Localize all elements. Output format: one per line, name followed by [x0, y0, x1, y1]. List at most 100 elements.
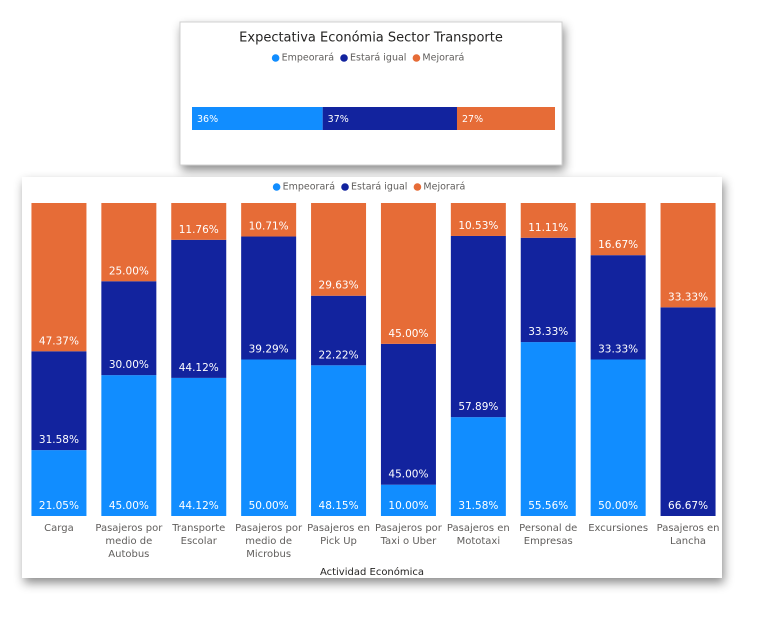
data-label: 47.37% — [39, 335, 79, 347]
x-tick-label: Pasajeros en Pick Up — [307, 523, 370, 547]
data-label: 39.29% — [249, 344, 289, 356]
bar-segment — [450, 417, 506, 516]
data-label: 50.00% — [249, 500, 289, 512]
chart-title: Expectativa Económia Sector Transporte — [239, 31, 503, 46]
data-label: 11.11% — [528, 222, 568, 234]
data-label: 37% — [328, 114, 349, 125]
data-label: 33.33% — [598, 344, 638, 356]
legend-marker — [272, 183, 281, 191]
legend-marker — [341, 183, 349, 191]
bar-segment — [31, 450, 87, 516]
top-card — [179, 21, 563, 166]
x-tick-label: Pasajeros por medio de Autobus — [95, 523, 163, 560]
x-tick-label: Pasajeros en Lancha — [656, 523, 720, 547]
bar-segment — [101, 203, 157, 282]
x-tick-label: Pasajeros por Taxi o Uber — [374, 523, 442, 547]
legend-label: Estará igual — [350, 53, 406, 64]
x-tick-label-box: Pasajeros en Lancha — [656, 523, 720, 547]
bar-segment — [311, 295, 367, 366]
legend-label: Estará igual — [351, 182, 407, 193]
data-label: 55.56% — [528, 500, 568, 512]
data-label: 21.05% — [39, 500, 79, 512]
x-tick-label: Carga — [44, 523, 74, 534]
bar-segment — [450, 235, 506, 418]
data-label: 16.67% — [598, 239, 638, 251]
bar-segment — [520, 342, 576, 516]
data-label: 27% — [462, 114, 483, 125]
legend-label: Empeorará — [282, 53, 334, 64]
bar-segment — [101, 281, 157, 376]
data-label: 22.22% — [319, 349, 359, 361]
data-label: 44.12% — [179, 362, 219, 374]
data-label: 25.00% — [109, 265, 149, 277]
data-label: 10.00% — [388, 500, 428, 512]
x-tick-label-box: Personal de Empresas — [519, 523, 578, 547]
bar-segment — [520, 237, 576, 343]
data-label: 44.12% — [179, 500, 219, 512]
x-tick-label-box: Pasajeros en Mototaxi — [446, 523, 510, 547]
x-tick-label: Excursiones — [588, 523, 649, 534]
legend-label: Mejorará — [423, 182, 465, 193]
data-label: 33.33% — [668, 291, 708, 303]
bar-segment — [520, 203, 576, 238]
data-label: 66.67% — [668, 500, 708, 512]
data-label: 10.71% — [249, 221, 289, 233]
bar-segment — [380, 343, 436, 485]
bar-segment — [241, 203, 297, 237]
x-tick-label: Personal de Empresas — [519, 523, 578, 547]
data-label: 50.00% — [598, 500, 638, 512]
data-label: 33.33% — [528, 326, 568, 338]
x-tick-label-box: Transporte Escolar — [172, 523, 226, 547]
bar-segment — [171, 239, 227, 378]
legend: Empeorará Estará igual Mejorará — [272, 182, 465, 193]
bar-segment — [660, 307, 716, 516]
data-label: 10.53% — [458, 220, 498, 232]
bar-segment — [311, 203, 367, 296]
bar-segment — [456, 107, 555, 130]
data-label: 29.63% — [319, 280, 359, 292]
data-label: 31.58% — [39, 434, 79, 446]
bar-segment — [380, 484, 436, 516]
bar-segment — [241, 236, 297, 360]
bar-segment — [101, 375, 157, 516]
bar-segment — [192, 107, 323, 130]
data-label: 45.00% — [388, 328, 428, 340]
bar-segment — [660, 203, 716, 308]
legend-marker — [413, 183, 422, 191]
x-tick-label-box: Pasajeros por medio de Microbus — [235, 523, 303, 560]
bar-segment — [450, 203, 506, 236]
bar-segment — [241, 359, 297, 516]
legend-marker — [412, 54, 421, 62]
legend-label: Empeorará — [283, 182, 335, 193]
x-tick-label-box: Pasajeros por Taxi o Uber — [374, 523, 442, 547]
bar-segment — [31, 351, 87, 451]
legend-label: Mejorará — [422, 53, 464, 64]
data-label: 11.76% — [179, 224, 219, 236]
legend-marker — [271, 54, 280, 62]
bar-segment — [322, 107, 457, 130]
bar-segment — [171, 203, 227, 240]
x-tick-label-box: Excursiones — [588, 523, 649, 534]
x-tick-label: Transporte Escolar — [172, 523, 226, 547]
bar-segment — [31, 203, 87, 352]
bar-segment — [311, 365, 367, 516]
x-tick-label: Pasajeros por medio de Microbus — [235, 523, 303, 560]
x-tick-label: Pasajeros en Mototaxi — [446, 523, 510, 547]
data-label: 31.58% — [458, 500, 498, 512]
bar-segment — [171, 377, 227, 516]
x-axis-title: Actividad Económica — [320, 566, 424, 578]
bar-segment — [590, 203, 646, 256]
bar-segment — [380, 203, 436, 344]
bar-segment — [590, 255, 646, 360]
data-label: 36% — [197, 114, 218, 125]
legend: Empeorará Estará igual Mejorará — [271, 53, 464, 64]
data-label: 30.00% — [109, 359, 149, 371]
x-tick-label-box: Carga — [44, 523, 74, 534]
data-label: 57.89% — [458, 401, 498, 413]
bar-segment — [590, 359, 646, 516]
data-label: 48.15% — [319, 500, 359, 512]
x-tick-label-box: Pasajeros en Pick Up — [307, 523, 370, 547]
legend-marker — [340, 54, 348, 62]
